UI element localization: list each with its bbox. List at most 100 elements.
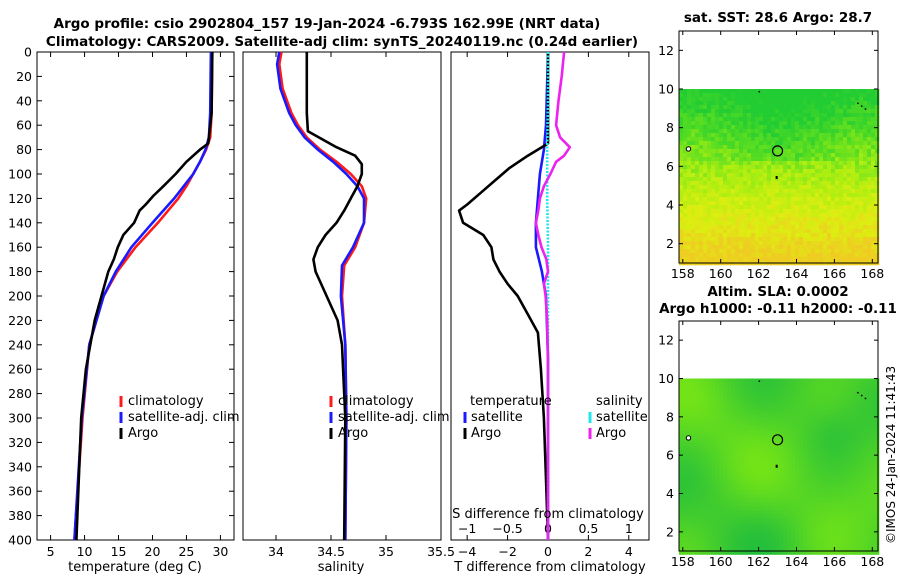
map-cell [739, 398, 744, 403]
map-cell [787, 121, 792, 126]
map-cell [779, 466, 784, 471]
map-cell [863, 105, 868, 110]
map-cell [771, 181, 776, 186]
map-cell [687, 165, 692, 170]
map-cell [779, 225, 784, 230]
map-cell [743, 530, 748, 535]
map-cell [699, 217, 704, 222]
map-cell [759, 482, 764, 487]
map-cell [759, 229, 764, 234]
map-cell [715, 386, 720, 391]
map-cell [687, 530, 692, 535]
map-cell [859, 394, 864, 399]
map-cell [783, 249, 788, 254]
map-cell [807, 390, 812, 395]
map-cell [691, 181, 696, 186]
map-cell [831, 506, 836, 511]
map-cell [835, 498, 840, 503]
map-cell [751, 426, 756, 431]
map-cell [799, 514, 804, 519]
map-cell [751, 177, 756, 182]
map-cell [707, 394, 712, 399]
map-cell [795, 510, 800, 515]
map-cell [811, 233, 816, 238]
map-cell [815, 109, 820, 114]
map-cell [775, 233, 780, 238]
map-cell [847, 141, 852, 146]
map-cell [835, 185, 840, 190]
map-cell [687, 398, 692, 403]
map-cell [763, 414, 768, 419]
map-cell [703, 430, 708, 435]
map-cell [847, 402, 852, 407]
map-cell [795, 466, 800, 471]
map-cell [747, 105, 752, 110]
map-cell [807, 434, 812, 439]
map-cell [819, 153, 824, 158]
map-cell [775, 506, 780, 511]
map-cell [783, 450, 788, 455]
map-cell [699, 482, 704, 487]
map-cell [751, 510, 756, 515]
map-cell [795, 454, 800, 459]
map-cell [831, 189, 836, 194]
map-cell [719, 534, 724, 539]
map-cell [735, 506, 740, 511]
map-cell [779, 149, 784, 154]
map-cell [847, 97, 852, 102]
map-cell [859, 418, 864, 423]
map-cell [871, 550, 876, 555]
map-cell [727, 442, 732, 447]
map-cell [683, 458, 688, 463]
map-cell [783, 550, 788, 555]
map-cell [711, 105, 716, 110]
map-cell [863, 494, 868, 499]
map-cell [759, 486, 764, 491]
map-cell [691, 169, 696, 174]
map-cell [679, 514, 684, 519]
map-cell [727, 209, 732, 214]
map-cell [731, 217, 736, 222]
map-cell [691, 438, 696, 443]
map-cell [723, 141, 728, 146]
map-cell [707, 454, 712, 459]
map-cell [831, 526, 836, 531]
map-cell [791, 434, 796, 439]
map-cell [795, 125, 800, 130]
map-cell [795, 117, 800, 122]
map-cell [815, 229, 820, 234]
map-cell [847, 522, 852, 527]
map-cell [731, 145, 736, 150]
map-cell [855, 474, 860, 479]
map-cell [751, 470, 756, 475]
map-cell [763, 257, 768, 262]
map-cell [803, 474, 808, 479]
map-cell [827, 386, 832, 391]
map-cell [715, 169, 720, 174]
map-cell [787, 173, 792, 178]
map-cell [731, 426, 736, 431]
map-cell [747, 526, 752, 531]
map-cell [875, 382, 880, 387]
map-cell [711, 193, 716, 198]
map-cell [847, 394, 852, 399]
map-cell [823, 209, 828, 214]
map-cell [815, 137, 820, 142]
map-cell [723, 514, 728, 519]
map-cell [743, 458, 748, 463]
map-cell [779, 542, 784, 547]
map-cell [811, 249, 816, 254]
map-cell [727, 530, 732, 535]
map-cell [855, 121, 860, 126]
map-cell [863, 458, 868, 463]
map-cell [843, 117, 848, 122]
map-cell [735, 474, 740, 479]
map-cell [763, 93, 768, 98]
map-cell [875, 550, 880, 555]
map-cell [699, 173, 704, 178]
map-cell [771, 141, 776, 146]
map-cell [687, 125, 692, 130]
map-cell [679, 406, 684, 411]
map-cell [863, 510, 868, 515]
map-cell [771, 205, 776, 210]
